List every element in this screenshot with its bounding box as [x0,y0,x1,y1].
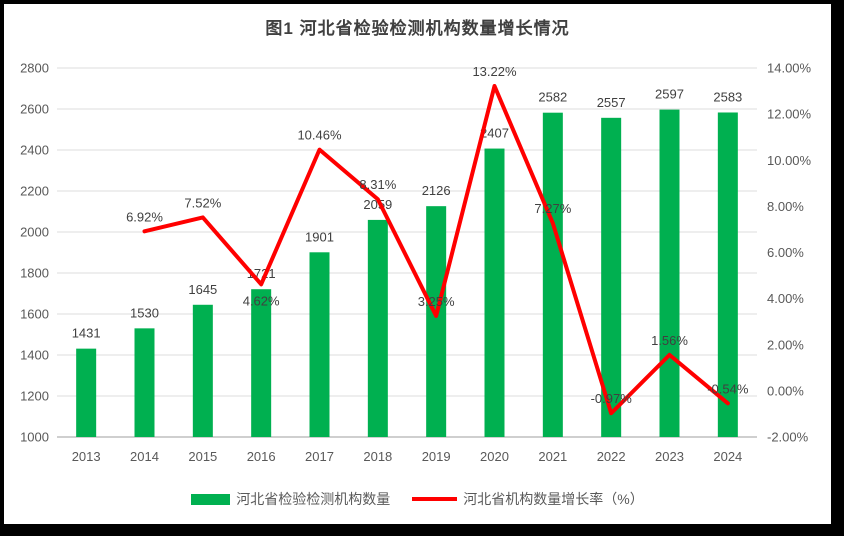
bar-2016 [251,289,272,437]
svg-text:2200: 2200 [20,184,49,199]
svg-text:2021: 2021 [538,449,567,464]
svg-text:2018: 2018 [363,449,392,464]
bar-label: 1431 [72,326,101,341]
bar-2024 [717,112,738,438]
bar-label: 2582 [538,90,567,105]
bar-label: 2407 [480,126,509,141]
x-axis-labels: 2013 2014 2015 2016 2017 2018 2019 2020 2021 2022… [72,449,743,464]
bar-series [76,109,738,438]
bar-2017 [309,252,330,437]
line-series [142,83,730,416]
svg-text:2020: 2020 [480,449,509,464]
bar-2022 [601,117,622,437]
bar-2021 [542,112,563,437]
bar-label: 2059 [363,197,392,212]
svg-text:0.00%: 0.00% [767,383,804,398]
svg-text:2800: 2800 [20,61,49,76]
svg-text:2600: 2600 [20,102,49,117]
svg-text:14.00%: 14.00% [767,61,812,76]
line-label: 4.62% [243,293,280,308]
bar-2020 [484,148,505,437]
line-label: 7.52% [184,195,221,210]
chart-title: 图1 河北省检验检测机构数量增长情况 [265,19,570,38]
line-label: 1.56% [651,333,688,348]
svg-text:2000: 2000 [20,225,49,240]
bar-2013 [76,348,97,437]
bar-label: 1645 [188,282,217,297]
gridlines [57,67,757,438]
line-label: 7.27% [534,201,571,216]
svg-text:6.00%: 6.00% [767,245,804,260]
chart-legend: 河北省检验检测机构数量 河北省机构数量增长率（%） [4,489,831,509]
svg-text:12.00%: 12.00% [767,107,812,122]
svg-text:2015: 2015 [188,449,217,464]
line-labels: 6.92% 7.52% 4.62% 10.46% 8.31% 3.25% 13.22% 7.2… [126,64,749,406]
svg-text:8.00%: 8.00% [767,199,804,214]
svg-text:2022: 2022 [597,449,626,464]
line-label: 8.31% [359,177,396,192]
svg-text:4.00%: 4.00% [767,291,804,306]
right-axis-labels: -2.00% 0.00% 2.00% 4.00% 6.00% 8.00% 10.00% 12.… [767,61,812,445]
svg-text:-2.00%: -2.00% [767,430,809,445]
bar-2015 [192,304,213,437]
svg-text:2019: 2019 [422,449,451,464]
bar-2019 [426,206,447,437]
bar-2014 [134,328,155,437]
bar-label: 2583 [713,89,742,104]
legend-line-swatch-icon [412,497,458,501]
bar-label: 1530 [130,305,159,320]
svg-text:2016: 2016 [247,449,276,464]
bar-2018 [367,219,388,437]
line-label: -0.54% [707,381,749,396]
legend-bar-swatch-icon [191,493,231,505]
bar-label: 1901 [305,229,334,244]
svg-text:1600: 1600 [20,307,49,322]
bar-label: 2126 [422,183,451,198]
line-label: 6.92% [126,209,163,224]
svg-text:1200: 1200 [20,389,49,404]
bar-label: 2597 [655,87,684,102]
svg-text:2400: 2400 [20,143,49,158]
bar-2023 [659,109,680,438]
line-label: 10.46% [297,128,342,143]
svg-text:1000: 1000 [20,430,49,445]
svg-text:10.00%: 10.00% [767,153,812,168]
svg-text:2024: 2024 [713,449,742,464]
legend-line-label: 河北省机构数量增长率（%） [463,491,644,507]
svg-text:2017: 2017 [305,449,334,464]
legend-bar-label: 河北省检验检测机构数量 [236,491,391,507]
svg-text:1800: 1800 [20,266,49,281]
line-label: 13.22% [472,64,517,79]
bar-label: 2557 [597,95,626,110]
line-label: 3.25% [418,294,455,309]
combo-chart-canvas: 1000 1200 1400 1600 1800 2000 2200 2400 2600 2800… [20,61,812,465]
svg-text:2.00%: 2.00% [767,337,804,352]
svg-text:2023: 2023 [655,449,684,464]
line-label: -0.97% [591,391,633,406]
left-axis-labels: 1000 1200 1400 1600 1800 2000 2200 2400 2600 2800 [20,61,49,445]
svg-text:1400: 1400 [20,348,49,363]
svg-text:2014: 2014 [130,449,159,464]
svg-text:2013: 2013 [72,449,101,464]
